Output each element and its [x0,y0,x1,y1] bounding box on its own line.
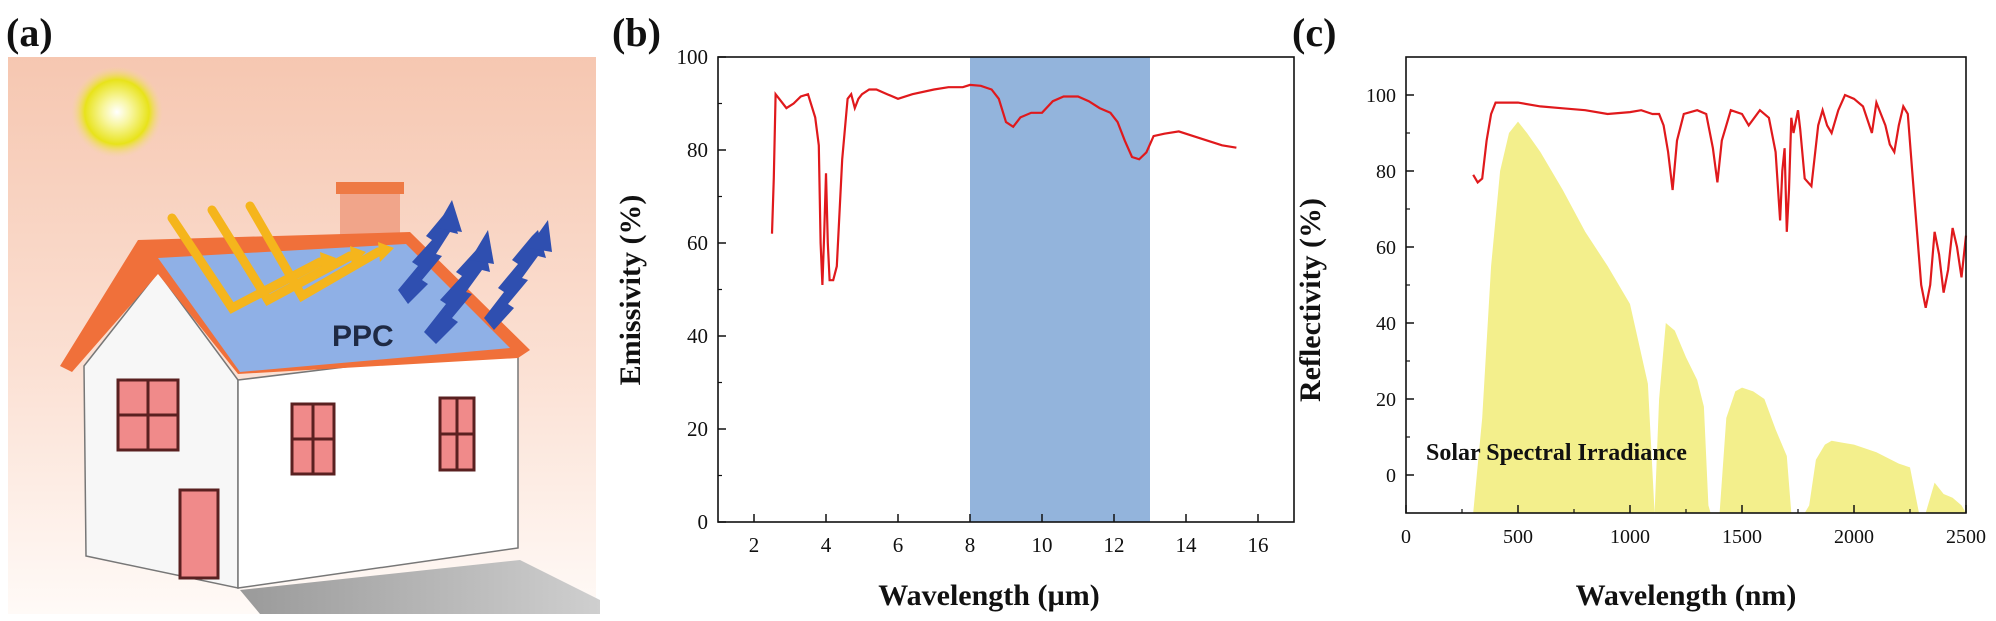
y-tick-label: 80 [1376,161,1396,183]
panel-b-axes-frame [717,56,1295,523]
panel-c-chart: (c) 0 500 1000 1500 2000 2500 0 20 40 60 80 100 So… [1292,10,1986,612]
house-front-wall [237,345,519,589]
panel-a-illustration: PPC [6,10,600,614]
x-tick-label: 1000 [1610,526,1650,548]
x-tick-label: 1500 [1722,526,1762,548]
panel-b-label: (b) [612,10,661,55]
panel-b-x-tick-labels: 2 4 6 8 10 12 14 16 [749,533,1269,557]
panel-c-y-axis-title: Reflectivity (%) [1294,198,1327,402]
atmospheric-window-band [970,57,1150,522]
x-tick-label: 8 [965,533,976,557]
panel-c-label: (c) [1292,10,1336,55]
y-tick-label: 40 [687,324,708,348]
panel-c-x-axis-title: Wavelength (nm) [1576,579,1797,612]
x-tick-label: 500 [1503,526,1533,548]
y-tick-label: 40 [1376,313,1396,335]
y-tick-label: 60 [687,231,708,255]
x-tick-label: 4 [821,533,832,557]
x-tick-label: 6 [893,533,904,557]
x-tick-label: 12 [1104,533,1125,557]
panel-a-label: (a) [6,10,53,55]
y-tick-label: 80 [687,138,708,162]
y-tick-label: 60 [1376,237,1396,259]
incoming-sunlight-arrows [167,201,394,314]
y-tick-label: 20 [1376,389,1396,411]
y-tick-label: 20 [687,417,708,441]
chimney-cap [336,182,404,194]
window-right [438,396,476,472]
house-shadow [240,560,600,614]
window-left [116,378,180,452]
panel-c-axes-frame [1405,56,1967,514]
roof-ppc-label: PPC [332,320,394,353]
chimney [340,193,400,238]
outgoing-radiation-arrows [398,200,552,344]
x-tick-label: 14 [1176,533,1198,557]
y-tick-label: 0 [698,510,709,534]
panel-c-y-tick-labels: 0 20 40 60 80 100 [1366,85,1396,487]
panel-b-y-tick-labels: 0 20 40 60 80 100 [677,45,709,534]
x-tick-label: 16 [1248,533,1269,557]
x-tick-label: 2500 [1946,526,1986,548]
emissivity-curve [770,83,1237,285]
panel-b-y-axis-title: Emissivity (%) [614,195,647,386]
solar-irradiance-annotation: Solar Spectral Irradiance [1426,440,1687,466]
y-tick-label: 0 [1386,465,1396,487]
panel-b-x-axis-title: Wavelength (µm) [878,579,1099,612]
x-tick-label: 2 [749,533,760,557]
x-tick-label: 10 [1032,533,1053,557]
x-tick-label: 0 [1401,526,1411,548]
panel-b-chart: (b) 2 4 6 8 10 12 14 16 0 20 40 60 80 100 Wavelength… [612,10,1295,612]
panel-c-x-tick-labels: 0 500 1000 1500 2000 2500 [1401,526,1986,548]
window-middle [290,402,336,476]
sun-icon [71,66,163,158]
reflectivity-curve [1472,93,1968,309]
front-door [178,488,220,580]
solar-irradiance-area [1473,121,1966,513]
x-tick-label: 2000 [1834,526,1874,548]
y-tick-label: 100 [677,45,709,69]
y-tick-label: 100 [1366,85,1396,107]
